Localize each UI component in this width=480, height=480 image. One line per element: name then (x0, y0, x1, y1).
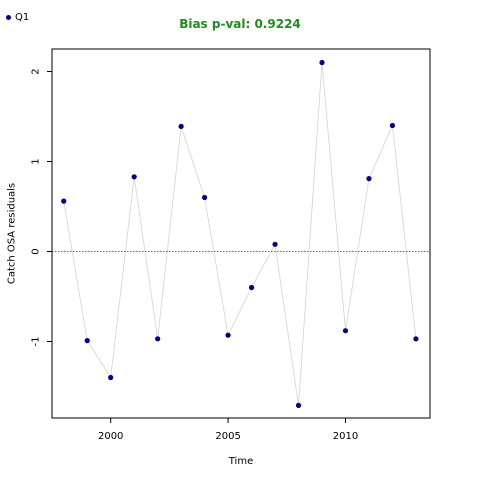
legend-label: Q1 (15, 12, 30, 23)
x-tick-label: 2005 (215, 431, 240, 442)
data-point (131, 174, 137, 180)
plot-frame (51, 48, 431, 419)
data-point (295, 402, 302, 408)
y-tick-label: 2 (31, 68, 42, 74)
data-point (342, 328, 349, 334)
data-point (178, 123, 184, 129)
y-tick-label: -1 (31, 337, 42, 347)
data-point (366, 176, 372, 182)
y-tick-label: 0 (31, 248, 42, 254)
data-point (272, 241, 278, 247)
data-point (108, 374, 114, 381)
chart-title: Bias p-val: 0.9224 (179, 17, 301, 31)
legend: Q1 (6, 12, 29, 23)
y-axis-label: Catch OSA residuals (7, 183, 18, 284)
data-point (84, 338, 90, 344)
series-line (63, 62, 417, 406)
data-point (225, 332, 231, 338)
data-point (248, 284, 255, 291)
legend-marker (6, 15, 11, 20)
data-point (413, 336, 419, 342)
x-tick-label: 2010 (333, 431, 358, 442)
x-tick-label: 2000 (98, 431, 123, 442)
y-tick-label: 1 (31, 158, 42, 164)
data-point (202, 194, 208, 201)
data-point (319, 59, 325, 66)
x-axis-label: Time (228, 456, 253, 467)
data-point (155, 336, 161, 342)
data-point (61, 198, 67, 204)
data-point (389, 122, 396, 129)
